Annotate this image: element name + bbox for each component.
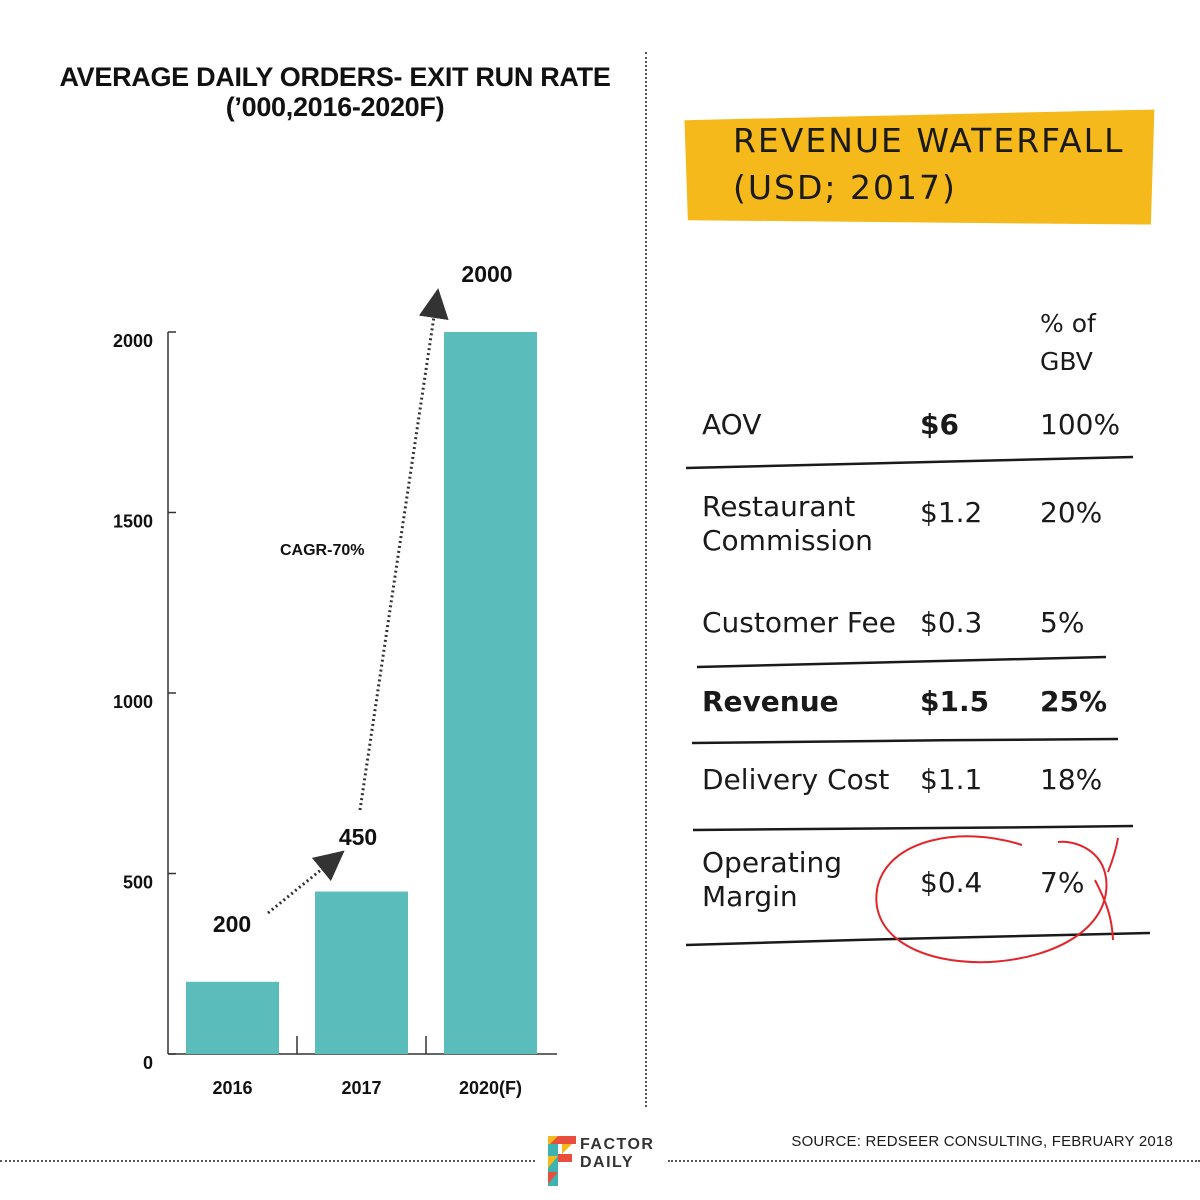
bar-2016 [186, 981, 279, 1054]
data-label: 450 [339, 824, 377, 850]
growth-arrow-2 [358, 288, 449, 811]
y-axis: 0 500 1000 1500 2000 [113, 331, 557, 1073]
waterfall-title: REVENUE WATERFALL (USD; 2017) [733, 117, 1124, 211]
row-value-aov: $6 [920, 408, 959, 441]
factor-daily-logo: FACTOR DAILY [548, 1136, 668, 1186]
row-label-aov: AOV [702, 408, 762, 441]
chart-title-line1: AVERAGE DAILY ORDERS- EXIT RUN RATE [59, 62, 611, 92]
row-value-restaurant-commission: $1.2 [920, 496, 983, 529]
growth-arrow-1 [267, 850, 345, 915]
data-label: 200 [213, 911, 251, 937]
row-pct-restaurant-commission: 20% [1040, 496, 1103, 529]
row-pct-operating-margin: 7% [1040, 866, 1085, 899]
row-divider-4 [692, 824, 1134, 832]
row-label-line1: Operating [702, 846, 842, 879]
bar-2020(F) [444, 332, 537, 1054]
footer-divider-left [0, 1160, 535, 1162]
row-pct-customer-fee: 5% [1040, 606, 1085, 639]
source-note: SOURCE: REDSEER CONSULTING, FEBRUARY 201… [791, 1133, 1173, 1150]
footer-divider-right [668, 1160, 1200, 1162]
data-labels: 2016 2017 2020(F) 200 450 2000 [212, 261, 522, 1098]
row-divider-2 [696, 655, 1107, 669]
pct-header: % of GBV [1040, 305, 1096, 381]
logo-line1: FACTOR [580, 1136, 655, 1153]
row-value-delivery-cost: $1.1 [920, 763, 983, 796]
row-label-delivery-cost: Delivery Cost [702, 763, 890, 796]
data-label: 2000 [461, 261, 512, 287]
x-tick-label: 2016 [212, 1078, 252, 1098]
logo-line2: DAILY [580, 1154, 635, 1171]
waterfall-title-line1: REVENUE WATERFALL [733, 121, 1125, 160]
y-tick-label: 500 [123, 873, 153, 893]
cagr-annotation: CAGR-70% [280, 542, 364, 559]
row-divider-3 [691, 737, 1119, 745]
row-label-customer-fee: Customer Fee [702, 606, 896, 639]
row-value-operating-margin: $0.4 [920, 866, 983, 899]
row-label-line2: Margin [702, 880, 798, 913]
row-label-line2: Commission [702, 524, 873, 557]
x-tick-label: 2020(F) [459, 1078, 522, 1098]
chart-title: AVERAGE DAILY ORDERS- EXIT RUN RATE (’00… [20, 62, 650, 122]
row-divider-5 [685, 931, 1151, 947]
waterfall-title-line2: (USD; 2017) [733, 168, 957, 207]
bar-2017 [315, 891, 408, 1054]
row-value-customer-fee: $0.3 [920, 606, 983, 639]
row-value-revenue: $1.5 [920, 685, 990, 718]
highlight-circle [875, 835, 1119, 964]
row-label-line1: Restaurant [702, 490, 856, 523]
pct-header-line2: GBV [1040, 347, 1093, 376]
row-label-revenue: Revenue [702, 685, 839, 718]
y-tick-label: 0 [143, 1053, 153, 1073]
row-pct-aov: 100% [1040, 408, 1121, 441]
row-divider-1 [685, 455, 1134, 470]
y-tick-label: 1000 [113, 692, 153, 712]
vertical-divider [645, 52, 647, 1107]
y-tick-label: 1500 [113, 512, 153, 532]
x-tick-label: 2017 [341, 1078, 381, 1098]
row-label-operating-margin: Operating Margin [702, 846, 842, 914]
chart-title-line2: (’000,2016-2020F) [225, 92, 445, 122]
logo-text: FACTOR DAILY [580, 1136, 654, 1172]
y-tick-label: 2000 [113, 331, 153, 351]
row-pct-revenue: 25% [1040, 685, 1108, 718]
bars [186, 332, 537, 1054]
row-label-restaurant-commission: Restaurant Commission [702, 490, 873, 558]
pct-header-line1: % of [1040, 309, 1096, 338]
row-pct-delivery-cost: 18% [1040, 763, 1103, 796]
logo-mark-icon [548, 1136, 576, 1186]
